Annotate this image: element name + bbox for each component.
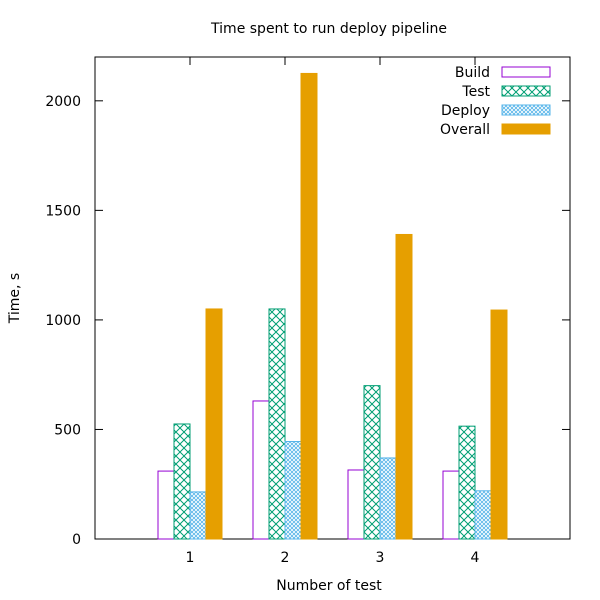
y-tick-label: 1000 [45, 313, 81, 329]
y-tick-label: 1500 [45, 203, 81, 219]
chart-title: Time spent to run deploy pipeline [210, 21, 447, 37]
legend-swatch-test [501, 85, 551, 97]
bar-test-3 [363, 385, 381, 540]
bar-overall-4 [490, 309, 508, 540]
bar-overall-3 [395, 233, 413, 540]
bar-deploy-3 [379, 457, 397, 540]
bar-test-4 [458, 425, 476, 540]
bar-overall-1 [205, 308, 223, 540]
bar-deploy-4 [474, 490, 492, 540]
legend: Build Test Deploy Overall [440, 65, 551, 138]
x-tick-label: 3 [376, 550, 385, 566]
legend-label-overall: Overall [440, 122, 490, 138]
bar-deploy-1 [189, 491, 207, 540]
bar-overall-2 [300, 72, 318, 540]
bar-build-1 [157, 470, 175, 540]
bar-test-2 [268, 308, 286, 540]
legend-label-test: Test [461, 84, 490, 100]
legend-label-deploy: Deploy [441, 103, 490, 119]
x-tick-label: 2 [281, 550, 290, 566]
bar-build-2 [252, 400, 270, 540]
legend-swatch-deploy [501, 104, 551, 116]
legend-swatch-overall [501, 123, 551, 135]
bar-test-1 [173, 423, 191, 540]
y-tick-label: 0 [72, 532, 81, 548]
y-axis-label: Time, s [7, 273, 23, 324]
bar-deploy-2 [284, 441, 302, 540]
y-tick-label: 2000 [45, 94, 81, 110]
legend-swatch-build [501, 66, 551, 78]
bar-build-3 [347, 469, 365, 540]
x-axis-label: Number of test [276, 578, 382, 594]
bar-build-4 [442, 470, 460, 540]
legend-label-build: Build [455, 65, 490, 81]
x-tick-label: 4 [471, 550, 480, 566]
y-tick-label: 500 [54, 422, 81, 438]
plot-area: 0 500 1000 1500 2000 1 2 3 4 [45, 56, 571, 566]
x-tick-label: 1 [186, 550, 195, 566]
plot-frame [94, 56, 571, 540]
